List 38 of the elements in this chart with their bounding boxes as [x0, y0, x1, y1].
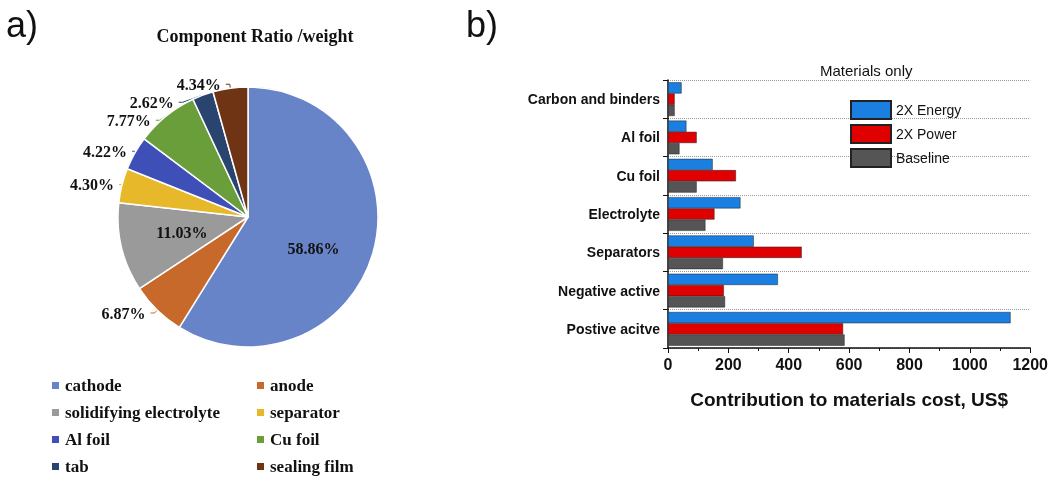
data-label: 11.03%: [156, 224, 208, 242]
text: b): [466, 3, 499, 45]
legend-label: cathode: [65, 376, 123, 395]
legend-label: 2X Power: [896, 126, 958, 142]
legend-label: separator: [270, 403, 341, 422]
legend-label: anode: [270, 376, 314, 395]
x-tick-label: 600: [835, 355, 863, 373]
legend-label: sealing film: [270, 457, 354, 476]
legend-label: tab: [65, 457, 89, 476]
legend-label: Al foil: [65, 430, 111, 449]
y-tick-label: Carbon and binders: [527, 91, 661, 108]
legend-label: Cu foil: [270, 430, 320, 449]
x-tick-label: 1000: [952, 355, 988, 373]
x-tick-label: 0: [663, 355, 673, 373]
legend-label: Baseline: [896, 150, 950, 166]
y-tick-label: Al foil: [621, 129, 660, 146]
y-tick-label: Postive acitve: [566, 320, 661, 337]
data-label: 6.87%: [101, 304, 146, 322]
x-axis-title: Contribution to materials cost, US$: [690, 389, 1009, 410]
y-tick-label: Negative active: [558, 282, 661, 299]
y-tick-label: Electrolyte: [588, 206, 661, 222]
data-label: 7.77%: [106, 111, 151, 129]
data-label: 4.22%: [83, 142, 128, 160]
text: Materials only: [820, 62, 914, 79]
legend-label: solidifying electrolyte: [65, 403, 221, 422]
x-tick-label: 200: [715, 355, 742, 373]
x-tick-label: 800: [896, 355, 923, 373]
data-label: 4.34%: [176, 75, 221, 93]
data-label: 58.86%: [287, 240, 340, 258]
chart-title: Component Ratio /weight: [156, 26, 354, 46]
x-tick-label: 400: [775, 355, 803, 373]
y-tick-label: Separators: [586, 244, 661, 261]
y-tick-label: Cu foil: [616, 167, 660, 184]
text: a): [6, 3, 39, 45]
legend-label: 2X Energy: [896, 102, 962, 118]
data-label: 2.62%: [129, 93, 174, 111]
x-tick-label: 1200: [1012, 355, 1049, 373]
data-label: 4.30%: [69, 175, 114, 193]
